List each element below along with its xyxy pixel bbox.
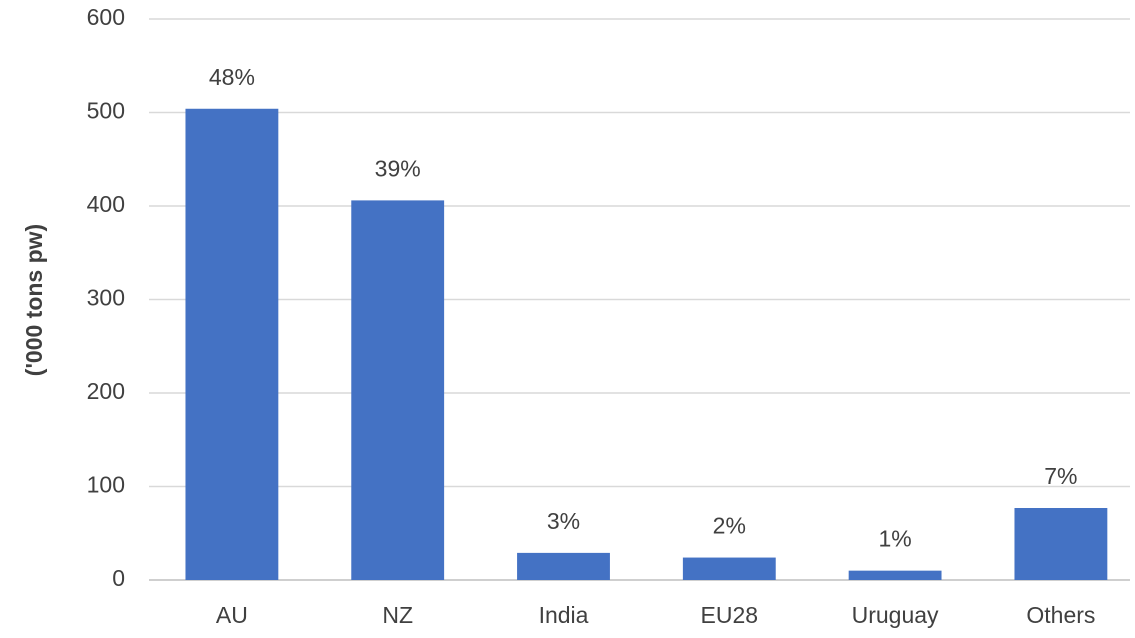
data-label: 1%	[878, 526, 911, 552]
y-tick-label: 500	[87, 98, 125, 124]
x-tick-label: India	[539, 602, 589, 628]
data-label: 39%	[375, 155, 421, 181]
data-label: 7%	[1044, 463, 1077, 489]
x-tick-label: EU28	[701, 602, 759, 628]
y-tick-label: 200	[87, 378, 125, 404]
bar	[848, 570, 942, 580]
x-tick-label: NZ	[382, 602, 413, 628]
y-tick-label: 0	[112, 565, 125, 591]
bar	[517, 552, 610, 580]
data-label: 48%	[209, 64, 255, 90]
bar	[1014, 508, 1108, 580]
bar	[351, 200, 445, 580]
y-tick-label: 600	[87, 4, 125, 30]
y-tick-label: 100	[87, 472, 125, 498]
bar	[185, 108, 279, 580]
data-label: 2%	[713, 513, 746, 539]
data-label: 3%	[547, 508, 580, 534]
x-tick-label: AU	[216, 602, 248, 628]
y-tick-label: 300	[87, 285, 125, 311]
x-tick-label: Uruguay	[852, 602, 939, 628]
y-tick-label: 400	[87, 191, 125, 217]
y-axis-label: ('000 tons pw)	[21, 224, 47, 376]
bar	[682, 557, 776, 580]
x-tick-label: Others	[1026, 602, 1095, 628]
